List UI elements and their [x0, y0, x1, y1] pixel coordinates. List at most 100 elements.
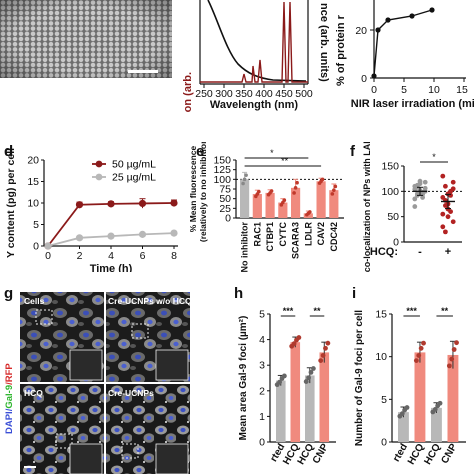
chart-f-point — [450, 219, 456, 225]
chart-i-point — [446, 363, 452, 369]
panel-label-g: g — [4, 285, 13, 302]
chart-f-category-label: + — [445, 246, 451, 258]
chart-h-ytick-label: 4 — [259, 334, 265, 346]
chart-h-ytick-label: 5 — [259, 309, 265, 321]
chart-d-point — [138, 230, 147, 238]
chart-i-point — [404, 405, 410, 410]
panel-c-xtick-label: 10 — [428, 84, 440, 96]
panel-c-point — [409, 13, 415, 19]
chart-d-point — [138, 199, 147, 208]
spectra-chart: Emission (arb. 250 300 350 400 450 500 Wavele… — [182, 0, 330, 112]
chart-i-point — [449, 356, 455, 362]
chart-f-point — [448, 192, 453, 198]
panel-b-x-ticks: 250 300 350 400 450 500 — [195, 84, 313, 100]
panel-label-h: h — [234, 285, 243, 302]
panel-c-xtick-label: 15 — [456, 84, 468, 96]
panel-c-svg: % of protein r 20 0 0 5 10 15 NIR laser … — [335, 0, 474, 110]
chart-e-category-label: RAC1 — [252, 222, 262, 247]
chart-d-legend-marker — [95, 173, 103, 181]
chart-h-point — [320, 353, 326, 358]
chart-e-point — [308, 210, 312, 214]
chart-e-bar — [278, 202, 288, 218]
chart-e-bar — [265, 192, 275, 218]
chart-e-bar — [291, 187, 301, 218]
tile-label-hcq: HCQ — [24, 388, 43, 398]
channel-label-gal9: Gal-9 — [4, 385, 15, 409]
chart-f-point — [412, 196, 418, 202]
panel-b-xtick-label: 350 — [235, 88, 253, 100]
chart-d-legend-label: 25 µg/mL — [112, 172, 156, 184]
chart-e-significance: * — [270, 148, 274, 158]
chart-e-category-label: SCARA3 — [291, 222, 301, 259]
chart-e-point — [241, 181, 245, 186]
chart-e-ytick-label: 125 — [213, 164, 231, 176]
chart-f-ytick-label: 100 — [381, 186, 399, 198]
chart-i-ylabel: Number of Gal-9 foci per cell — [354, 310, 365, 446]
channel-label-dapi: DAPI/ — [4, 408, 15, 434]
chart-h-ytick-label: 0 — [259, 437, 265, 449]
chart-d-point — [107, 200, 115, 208]
chart-i-ytick-label: 10 — [375, 351, 387, 363]
chart-f-point — [445, 214, 451, 220]
absorption-curve — [207, 0, 307, 82]
bottom-row-svg: g h i DAPI/Gal-9/RFP Cells Cre-UCNPs w/o… — [4, 285, 466, 474]
chart-d-ytick-label: 10 — [27, 198, 39, 210]
chart-e-ylabel: % Mean fluorescence — [188, 146, 198, 233]
chart-h-point — [296, 335, 302, 340]
chart-e-point — [295, 180, 299, 185]
panel-b-xtick-label: 500 — [295, 88, 313, 100]
chart-f: 0 50 100 150 % co-localization of NPs with L… — [362, 142, 462, 272]
channel-label: DAPI/Gal-9/RFP — [4, 363, 15, 434]
channel-label-rfp: /RFP — [4, 363, 15, 385]
chart-h-point — [303, 379, 309, 384]
panel-label-e: e — [196, 143, 204, 160]
chart-f-category-label: - — [418, 246, 422, 258]
chart-i-ytick-label: 15 — [375, 309, 387, 321]
scale-bar — [24, 466, 36, 468]
panel-b-xlabel: Wavelength (nm) — [210, 99, 299, 111]
chart-i-ytick-label: 0 — [381, 437, 387, 449]
chart-d-ylabel: Y content (pg) per cell — [5, 148, 17, 258]
chart-e-bar — [240, 179, 250, 218]
panel-c-ylabel: % of protein r — [335, 14, 347, 86]
panel-b-ylabel-right: nce (arb. units) — [318, 3, 330, 82]
chart-f-point — [440, 224, 446, 230]
chart-e-ylabel: (relatively to no inhibition) — [198, 142, 208, 242]
panel-c-point — [429, 7, 435, 13]
panel-a-micrograph — [0, 0, 172, 78]
chart-e-category-label: CTBP1 — [265, 222, 275, 252]
panel-c-curve — [373, 9, 433, 77]
panel-b-xtick-label: 300 — [215, 88, 233, 100]
panel-b-xtick-label: 400 — [255, 88, 273, 100]
chart-e-point — [257, 189, 261, 194]
panel-b-spectra: Emission (arb. 250 300 350 400 450 500 Wavele… — [178, 0, 330, 112]
chart-h-ylabel: Mean area Gal-9 foci (µm²) — [238, 316, 249, 441]
chart-f-point — [422, 179, 428, 185]
panel-label-i: i — [352, 285, 356, 302]
panel-b-xtick-label: 450 — [275, 88, 293, 100]
chart-h-point — [310, 366, 316, 371]
scale-bar — [128, 70, 158, 73]
panel-c-ytick-label-0: 0 — [361, 73, 367, 85]
panel-c-xtick-label: 0 — [371, 84, 377, 96]
chart-e-category-label: CAV2 — [316, 222, 326, 245]
chart-e-point — [320, 177, 325, 182]
chart-h-ytick-label: 2 — [259, 385, 265, 397]
chart-i-point — [432, 407, 438, 412]
chart-e-point — [244, 173, 248, 177]
chart-e-point — [242, 177, 247, 182]
panel-c-xlabel: NIR laser irradiation (min) — [351, 98, 474, 110]
chart-e-point — [332, 188, 336, 192]
panel-c-point — [371, 73, 377, 79]
chart-h-point — [291, 341, 297, 347]
chart-f-point — [420, 191, 425, 197]
chart-d-ytick-label: 0 — [33, 241, 39, 253]
tem-image — [0, 0, 172, 78]
chart-f-point — [443, 183, 448, 189]
chart-f-xlabel: HCQ: — [370, 246, 398, 258]
middle-row-svg: d e f 0 5 10 15 20 0 2 4 6 8 Time (h) Y content (pg… — [4, 142, 462, 272]
chart-d-legend-label: 50 µg/mL — [112, 159, 156, 171]
chart-e-ytick-label: 50 — [219, 193, 231, 205]
chart-f-point — [422, 185, 428, 191]
chart-f-ytick-label: 0 — [393, 237, 399, 249]
